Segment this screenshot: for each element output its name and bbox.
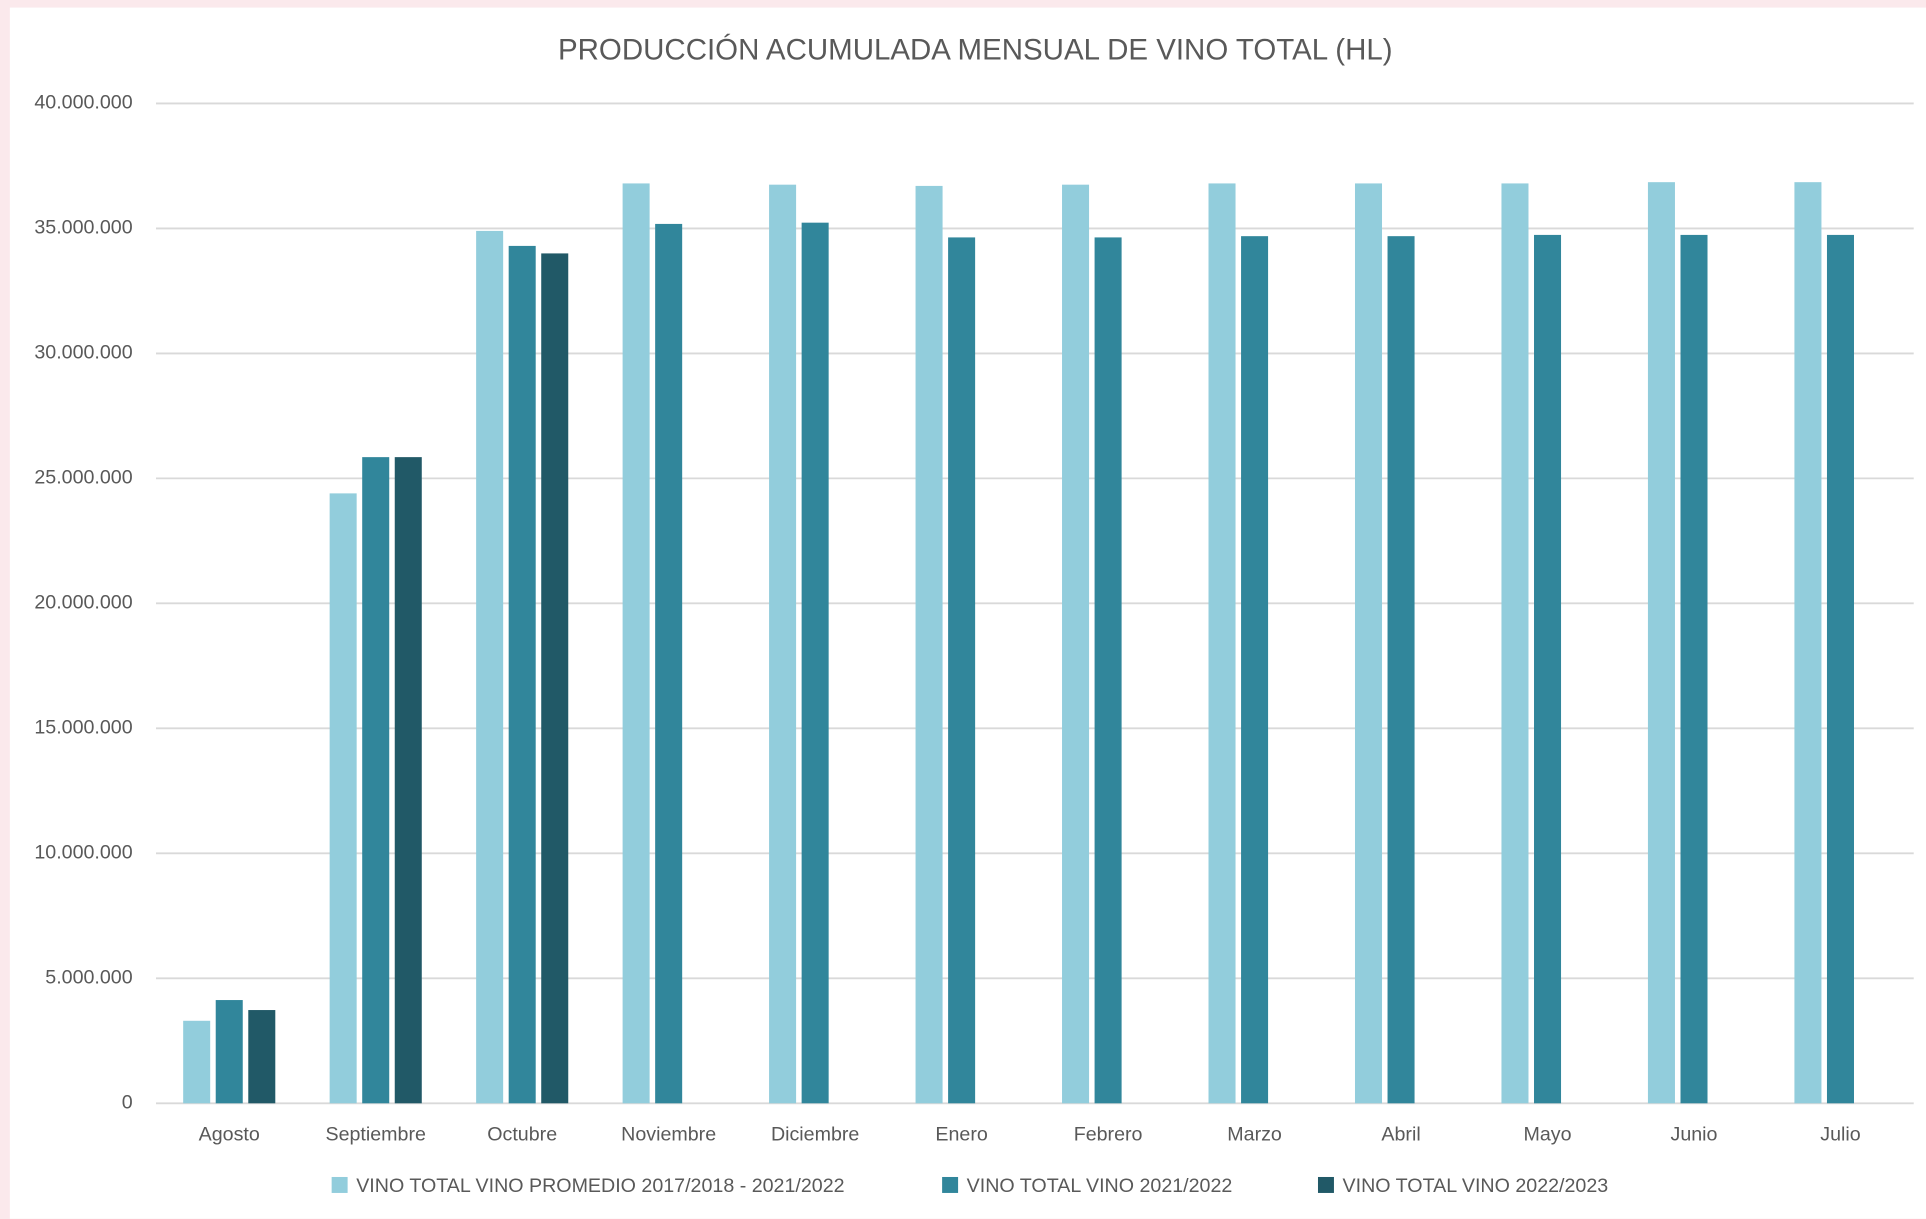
bar xyxy=(622,183,650,1104)
x-tick-label: Julio xyxy=(1820,1123,1860,1145)
bar xyxy=(1354,183,1383,1104)
bar xyxy=(1387,236,1415,1104)
legend-label: VINO TOTAL VINO 2022/2023 xyxy=(1343,1175,1609,1197)
bar xyxy=(1794,182,1822,1104)
y-tick-label: 30.000.000 xyxy=(34,342,132,364)
bar xyxy=(769,184,797,1104)
bar xyxy=(1534,234,1562,1104)
chart-title: PRODUCCIÓN ACUMULADA MENSUAL DE VINO TOT… xyxy=(558,34,1393,67)
bar xyxy=(1826,234,1854,1104)
legend-label: VINO TOTAL VINO 2021/2022 xyxy=(967,1175,1233,1197)
bar xyxy=(183,1020,211,1104)
x-tick-label: Octubre xyxy=(487,1123,557,1145)
y-tick-label: 40.000.000 xyxy=(34,92,132,114)
bar xyxy=(1062,184,1090,1104)
x-tick-label: Enero xyxy=(935,1123,987,1145)
bar xyxy=(329,493,357,1104)
y-tick-label: 20.000.000 xyxy=(34,592,132,614)
x-tick-label: Febrero xyxy=(1074,1123,1143,1145)
legend-swatch xyxy=(331,1176,348,1193)
bar xyxy=(1208,183,1236,1104)
bar xyxy=(1680,234,1708,1104)
x-tick-label: Abril xyxy=(1381,1123,1420,1145)
bar xyxy=(1241,236,1269,1104)
bar xyxy=(508,245,536,1104)
bar xyxy=(915,185,943,1104)
legend-swatch xyxy=(1317,1176,1334,1193)
x-tick-label: Agosto xyxy=(199,1123,260,1145)
bar xyxy=(655,223,683,1104)
y-tick-label: 25.000.000 xyxy=(34,467,132,489)
legend-label: VINO TOTAL VINO PROMEDIO 2017/2018 - 202… xyxy=(356,1175,844,1197)
x-tick-label: Septiembre xyxy=(325,1123,426,1145)
x-tick-label: Diciembre xyxy=(771,1123,859,1145)
y-tick-label: 5.000.000 xyxy=(45,966,132,988)
x-tick-label: Mayo xyxy=(1524,1123,1572,1145)
x-tick-label: Junio xyxy=(1671,1123,1718,1145)
y-tick-label: 10.000.000 xyxy=(34,842,132,864)
legend-swatch xyxy=(942,1176,959,1193)
bar xyxy=(1647,182,1675,1104)
bar xyxy=(1501,183,1529,1104)
bar xyxy=(394,457,422,1104)
x-tick-label: Marzo xyxy=(1227,1123,1282,1145)
bar xyxy=(362,457,390,1104)
bar xyxy=(1094,237,1122,1104)
y-tick-label: 0 xyxy=(122,1091,133,1113)
y-tick-label: 15.000.000 xyxy=(34,717,132,739)
bar xyxy=(801,222,829,1104)
bar xyxy=(248,1010,276,1104)
x-tick-label: Noviembre xyxy=(621,1123,716,1145)
y-tick-label: 35.000.000 xyxy=(34,217,132,239)
bar xyxy=(476,230,504,1104)
bar xyxy=(948,237,976,1104)
bar xyxy=(541,253,569,1104)
bar xyxy=(215,1000,243,1104)
